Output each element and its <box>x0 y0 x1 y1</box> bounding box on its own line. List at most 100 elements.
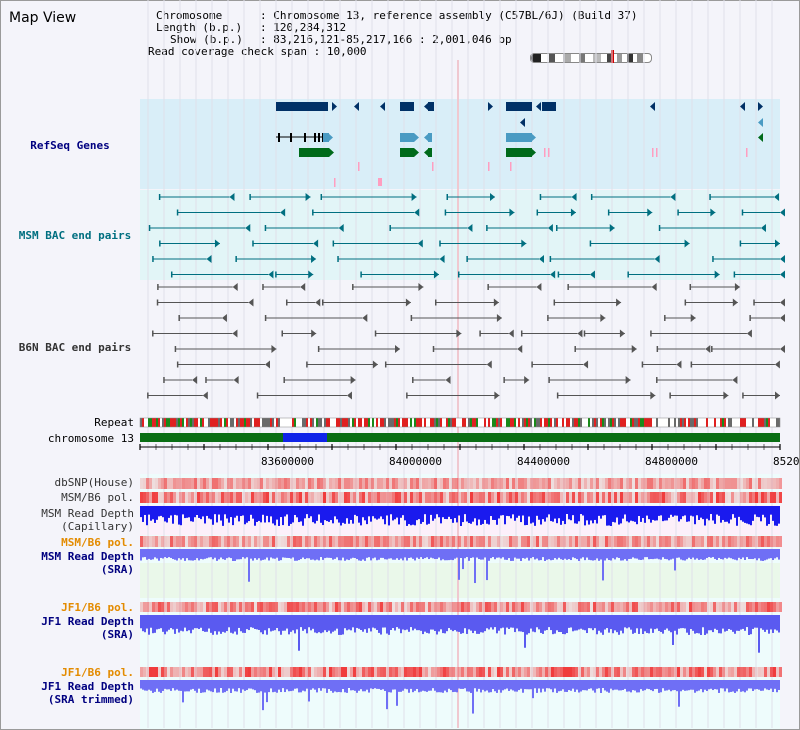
msm-pol-mark <box>365 492 368 503</box>
msm-capillary-depth-bar <box>238 506 240 522</box>
jf1-trim-depth-bar <box>468 680 470 692</box>
msm-bac-pair-arrow <box>280 208 286 217</box>
msm-capillary-depth-bar <box>616 506 618 518</box>
repeat-mark <box>688 418 690 427</box>
jf1-sra-depth-bar <box>712 615 714 633</box>
repeat-mark <box>550 418 552 427</box>
msm-capillary-depth-bar <box>700 506 702 518</box>
jf1-sra-depth-bar <box>336 615 338 629</box>
repeat-mark <box>512 418 514 427</box>
msm-pol-2-mark <box>722 536 725 547</box>
msm-pol-mark <box>263 492 266 503</box>
msm-pol-2-mark <box>752 536 755 547</box>
msm-pol-mark <box>284 492 287 503</box>
repeat-mark <box>730 418 732 427</box>
msm-pol-2-mark <box>206 536 209 547</box>
msm-capillary-depth-bar <box>738 506 740 517</box>
msm-bac-pair-arrow <box>490 193 496 201</box>
jf1-trim-depth-bar <box>566 680 568 692</box>
msm-bac-pair-arrow <box>571 193 577 201</box>
gene-arrow <box>758 118 763 127</box>
msm-capillary-depth-bar <box>176 506 178 516</box>
repeat-mark <box>428 418 430 427</box>
msm-sra-depth-bar <box>162 549 164 559</box>
repeat-mark <box>260 418 262 427</box>
msm-capillary-depth-bar <box>496 506 498 525</box>
msm-sra-depth-bar <box>338 549 340 561</box>
chromosome-ideogram-icon[interactable] <box>530 53 652 63</box>
msm-sra-depth-bar <box>316 549 318 560</box>
dbsnp-mark <box>740 478 743 489</box>
repeat-mark <box>710 418 712 427</box>
repeat-mark <box>544 418 546 427</box>
jf1-sra-depth-bar <box>568 615 570 628</box>
msm-capillary-depth-bar <box>244 506 246 525</box>
msm-pol-mark <box>452 492 455 503</box>
jf1-pol-2-mark <box>287 667 290 677</box>
msm-capillary-depth-bar <box>596 506 598 524</box>
msm-capillary-depth-bar <box>610 506 612 526</box>
msm-sra-depth-bar <box>600 549 602 560</box>
jf1-sra-depth-bar <box>178 615 180 633</box>
b6n-bac-pair-arrow <box>271 345 277 353</box>
jf1-sra-depth-bar <box>216 615 218 635</box>
msm-capillary-depth-bar <box>542 506 544 520</box>
repeat-mark <box>606 418 608 427</box>
jf1-sra-depth-bar <box>610 615 612 630</box>
repeat-mark <box>722 418 724 427</box>
jf1-pol-2-mark <box>740 667 743 677</box>
msm-pol-mark <box>737 492 740 503</box>
repeat-mark <box>172 418 174 427</box>
repeat-mark <box>334 418 336 427</box>
msm-bac-pair-arrow <box>338 224 344 232</box>
msm-pol-mark <box>764 492 767 503</box>
jf1-pol-mark <box>518 602 521 612</box>
msm-sra-depth-bar <box>470 549 472 558</box>
gene-block <box>428 148 432 157</box>
jf1-sra-depth-bar <box>766 615 768 630</box>
msm-pol-2-mark <box>395 536 398 547</box>
msm-pol-2-mark <box>320 536 323 547</box>
msm-sra-depth-bar <box>390 549 392 559</box>
jf1-sra-depth-bar <box>634 615 636 633</box>
dbsnp-mark <box>536 478 539 489</box>
msm-sra-depth-bar <box>606 549 608 559</box>
jf1-sra-depth-bar <box>596 615 598 635</box>
repeat-mark <box>532 418 534 427</box>
jf1-sra-depth-bar <box>448 615 450 629</box>
msm-pol-mark <box>515 492 518 503</box>
jf1-pol-mark <box>143 602 146 612</box>
msm-sra-depth-bar <box>380 549 382 558</box>
jf1-sra-depth-bar <box>346 615 348 631</box>
jf1-pol-2-mark <box>257 667 260 677</box>
msm-bac-pair-arrow <box>780 255 785 263</box>
dbsnp-mark <box>674 478 677 489</box>
msm-capillary-depth-bar <box>342 506 344 523</box>
msm-sra-depth-bar <box>228 549 230 558</box>
jf1-trim-depth-bar <box>252 680 254 690</box>
dbsnp-mark <box>686 478 689 489</box>
msm-capillary-depth-bar <box>232 506 234 526</box>
msm-capillary-depth-bar <box>294 506 296 515</box>
gene-arrow <box>354 102 359 111</box>
jf1-pol-mark <box>203 602 206 612</box>
msm-sra-depth-bar <box>248 549 250 582</box>
msm-sra-depth-bar <box>168 549 170 558</box>
msm-pol-mark <box>644 492 647 503</box>
msm-capillary-depth-bar <box>386 506 388 516</box>
gene-arrow <box>328 133 333 142</box>
msm-pol-2-mark <box>557 536 560 547</box>
msm-capillary-depth-bar <box>350 506 352 520</box>
msm-capillary-depth-bar <box>140 506 142 518</box>
repeat-mark <box>620 418 622 427</box>
msm-capillary-depth-bar <box>524 506 526 526</box>
msm-pol-mark <box>362 492 365 503</box>
repeat-mark <box>244 418 246 427</box>
jf1-pol-2-mark <box>737 667 740 677</box>
jf1-sra-depth-bar <box>334 615 336 631</box>
jf1-pol-mark <box>602 602 605 612</box>
dbsnp-mark <box>437 478 440 489</box>
repeat-mark <box>156 418 158 427</box>
msm-capillary-depth-bar <box>416 506 418 521</box>
